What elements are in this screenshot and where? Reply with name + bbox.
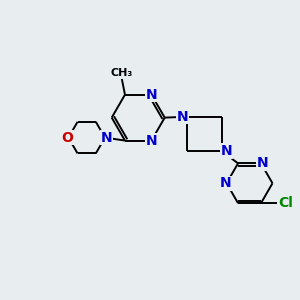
Text: N: N — [221, 144, 233, 158]
Text: N: N — [100, 130, 112, 145]
Text: Cl: Cl — [278, 196, 293, 210]
Text: N: N — [146, 88, 157, 102]
Text: CH₃: CH₃ — [111, 68, 133, 79]
Text: N: N — [146, 134, 157, 148]
Text: N: N — [176, 110, 188, 124]
Text: O: O — [61, 130, 73, 145]
Text: N: N — [257, 156, 268, 170]
Text: N: N — [219, 176, 231, 190]
